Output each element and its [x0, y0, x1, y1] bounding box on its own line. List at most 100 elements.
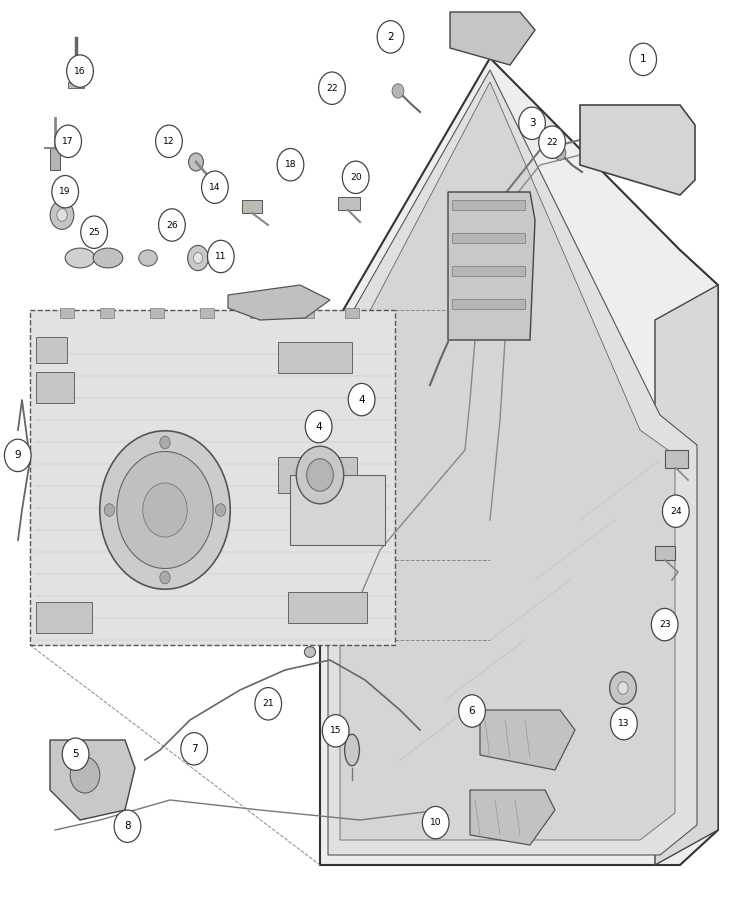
Circle shape	[156, 125, 182, 158]
Circle shape	[277, 148, 304, 181]
Circle shape	[81, 216, 107, 248]
FancyBboxPatch shape	[36, 338, 67, 363]
Circle shape	[662, 495, 689, 527]
Text: 26: 26	[166, 220, 178, 230]
Text: 23: 23	[659, 620, 671, 629]
Text: 24: 24	[670, 507, 682, 516]
Circle shape	[181, 733, 207, 765]
Text: 14: 14	[209, 183, 221, 192]
Circle shape	[202, 171, 228, 203]
Circle shape	[160, 572, 170, 584]
Polygon shape	[470, 790, 555, 845]
Bar	[30, 310, 395, 645]
Polygon shape	[480, 710, 575, 770]
Circle shape	[519, 107, 545, 140]
Circle shape	[159, 209, 185, 241]
Circle shape	[459, 695, 485, 727]
Text: 22: 22	[326, 84, 338, 93]
Ellipse shape	[93, 248, 123, 268]
Text: 1: 1	[640, 54, 646, 65]
Text: 10: 10	[430, 818, 442, 827]
Circle shape	[62, 738, 89, 770]
Circle shape	[70, 757, 100, 793]
Bar	[242, 200, 262, 213]
Polygon shape	[228, 285, 330, 320]
Text: 4: 4	[316, 421, 322, 432]
Circle shape	[377, 21, 404, 53]
Text: 16: 16	[74, 67, 86, 76]
Circle shape	[554, 146, 566, 160]
Circle shape	[114, 810, 141, 842]
Text: 11: 11	[215, 252, 227, 261]
Text: 22: 22	[546, 138, 558, 147]
Polygon shape	[448, 192, 535, 340]
FancyBboxPatch shape	[36, 602, 92, 633]
Text: 18: 18	[285, 160, 296, 169]
FancyBboxPatch shape	[278, 457, 357, 492]
Text: 5: 5	[73, 749, 79, 760]
Circle shape	[57, 209, 67, 221]
Polygon shape	[328, 70, 697, 855]
Polygon shape	[655, 285, 718, 865]
Bar	[50, 148, 60, 170]
Text: 12: 12	[163, 137, 175, 146]
Circle shape	[342, 161, 369, 194]
Circle shape	[52, 176, 79, 208]
Ellipse shape	[305, 646, 316, 657]
Circle shape	[100, 431, 230, 590]
Ellipse shape	[139, 250, 157, 266]
Text: 21: 21	[262, 699, 274, 708]
Circle shape	[189, 153, 204, 171]
Polygon shape	[50, 740, 135, 820]
Text: 19: 19	[59, 187, 71, 196]
Text: 15: 15	[330, 726, 342, 735]
Text: 3: 3	[529, 118, 535, 129]
Bar	[452, 200, 525, 210]
Circle shape	[392, 84, 404, 98]
Circle shape	[143, 483, 187, 537]
Circle shape	[651, 608, 678, 641]
Bar	[290, 475, 385, 545]
Circle shape	[348, 383, 375, 416]
Circle shape	[187, 246, 208, 271]
Circle shape	[422, 806, 449, 839]
Circle shape	[296, 446, 344, 504]
Text: 20: 20	[350, 173, 362, 182]
Bar	[665, 450, 688, 468]
Circle shape	[104, 504, 115, 517]
Bar	[72, 58, 80, 85]
Text: 2: 2	[388, 32, 393, 42]
FancyBboxPatch shape	[288, 592, 368, 623]
Text: 9: 9	[15, 450, 21, 461]
Circle shape	[611, 707, 637, 740]
Text: 7: 7	[191, 743, 197, 754]
Circle shape	[55, 125, 82, 158]
Polygon shape	[320, 58, 718, 865]
Circle shape	[618, 681, 628, 694]
Bar	[338, 197, 360, 210]
Bar	[452, 233, 525, 243]
Bar	[200, 308, 214, 318]
Text: 17: 17	[62, 137, 74, 146]
Bar	[60, 308, 74, 318]
Circle shape	[67, 55, 93, 87]
Text: 25: 25	[88, 228, 100, 237]
Circle shape	[193, 253, 202, 264]
Circle shape	[322, 715, 349, 747]
Text: 6: 6	[469, 706, 475, 716]
Text: 8: 8	[124, 821, 130, 832]
Polygon shape	[580, 105, 695, 195]
Bar	[150, 308, 164, 318]
Text: 4: 4	[359, 394, 365, 405]
Circle shape	[4, 439, 31, 472]
Ellipse shape	[65, 248, 95, 268]
Circle shape	[117, 452, 213, 569]
Circle shape	[160, 436, 170, 449]
Circle shape	[255, 688, 282, 720]
Bar	[250, 308, 264, 318]
Bar	[68, 82, 84, 88]
Circle shape	[630, 43, 657, 76]
Ellipse shape	[345, 734, 359, 766]
Bar	[300, 308, 314, 318]
Circle shape	[216, 504, 226, 517]
